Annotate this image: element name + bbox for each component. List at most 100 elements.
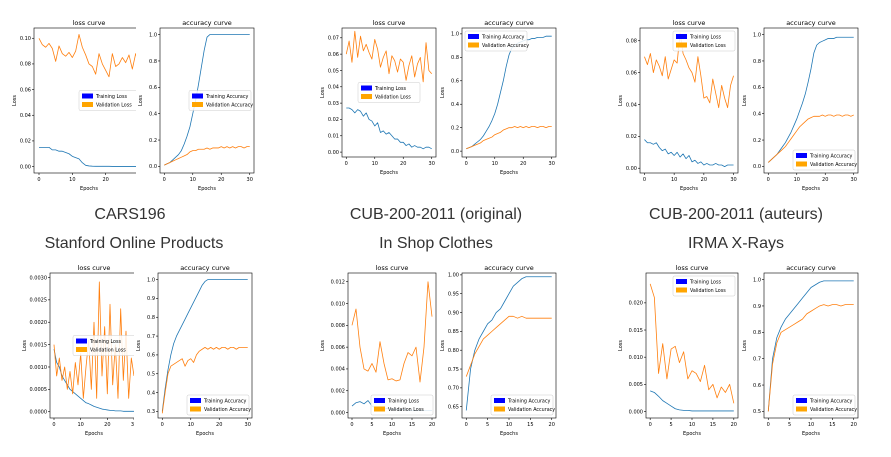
- y-axis-label: Loss: [136, 340, 142, 351]
- x-tick-label: 0: [643, 177, 646, 183]
- chart-title: accuracy curve: [182, 19, 232, 27]
- y-tick-label: 0.75: [448, 367, 459, 373]
- y-tick-label: 0.06: [20, 87, 31, 93]
- y-tick-label: 0.08: [20, 62, 31, 68]
- legend-swatch: [76, 347, 87, 352]
- legend-swatch: [192, 93, 203, 99]
- series-line-validation: [161, 346, 248, 414]
- y-axis-label: Loss: [742, 340, 748, 351]
- sop-accuracy-chart: accuracy curve 0.3 0.4 0.5 0.6 0.7 0.8 0.9 1.0 0 1…: [134, 262, 256, 440]
- x-tick-label: 20: [102, 177, 108, 183]
- x-tick-label: 30: [429, 161, 435, 167]
- y-tick-label: 0.80: [448, 348, 459, 354]
- y-tick-label: 0.05: [328, 68, 339, 74]
- y-axis-label: Loss: [22, 340, 28, 351]
- legend-label: Training Accuracy: [809, 153, 853, 159]
- legend: Training Accuracy Validation Accuracy: [186, 394, 251, 416]
- y-tick-label: 0.06: [626, 70, 637, 76]
- y-tick-label: 1.0: [451, 32, 459, 38]
- y-tick-label: 0.6: [753, 383, 761, 389]
- y-tick-label: 0.010: [331, 301, 345, 307]
- x-tick-label: 10: [389, 422, 395, 428]
- series-line-training: [346, 107, 432, 150]
- x-axis-label: Epochs: [85, 431, 103, 437]
- series-line-training: [767, 36, 854, 163]
- x-axis-label: Epochs: [500, 170, 518, 176]
- legend-swatch: [676, 287, 687, 293]
- y-tick-label: 0.008: [331, 323, 345, 329]
- y-axis-label: Loss: [618, 95, 624, 106]
- y-tick-label: 0.0000: [30, 410, 48, 416]
- x-axis-label: Epochs: [802, 431, 820, 437]
- y-tick-label: 0.3: [147, 409, 155, 415]
- legend: Training Accuracy Validation Accuracy: [464, 30, 529, 52]
- legend-swatch: [676, 34, 687, 39]
- x-tick-label: 30: [851, 177, 857, 183]
- x-tick-label: 20: [216, 422, 222, 428]
- x-axis-label: Epochs: [802, 186, 820, 192]
- y-axis-label: Loss: [618, 340, 624, 351]
- legend-swatch: [76, 338, 87, 344]
- x-tick-label: 30: [247, 177, 253, 183]
- y-tick-label: 0.00: [626, 166, 637, 172]
- plot-frame: [645, 272, 739, 419]
- legend-label: Validation Loss: [388, 407, 424, 413]
- series-line-training: [466, 35, 552, 150]
- y-tick-label: 0.010: [629, 355, 643, 361]
- y-axis-label: Loss: [320, 340, 326, 351]
- x-axis-label: Epochs: [380, 170, 398, 176]
- legend-label: Training Accuracy: [205, 94, 249, 100]
- plot-frame: [341, 27, 437, 158]
- series-line-training: [644, 139, 734, 168]
- x-tick-label: 5: [669, 422, 672, 428]
- legend-label: Validation Accuracy: [482, 43, 529, 49]
- x-tick-label: 15: [409, 422, 415, 428]
- cars196-loss-chart: loss curve0.000.020.040.060.080.10010203…: [10, 17, 148, 195]
- y-tick-label: 0.10: [20, 36, 31, 42]
- y-tick-label: 0.6: [753, 85, 761, 91]
- y-tick-label: 0.8: [451, 55, 459, 61]
- y-tick-label: 0.5: [753, 409, 761, 415]
- series-line-training: [767, 280, 854, 412]
- x-axis-label: Epochs: [500, 431, 518, 437]
- x-tick-label: 5: [788, 422, 791, 428]
- y-tick-label: 0.4: [753, 111, 761, 117]
- plot-frame: [763, 27, 859, 174]
- y-tick-label: 0.005: [629, 382, 643, 388]
- y-tick-label: 0.004: [331, 367, 345, 373]
- legend: Training Loss Validation Loss: [78, 90, 142, 111]
- x-tick-label: 20: [104, 422, 110, 428]
- y-tick-label: 1.0: [753, 32, 761, 38]
- x-tick-label: 15: [710, 422, 716, 428]
- legend-swatch: [676, 279, 687, 284]
- x-tick-label: 10: [689, 422, 695, 428]
- y-tick-label: 0.6: [149, 85, 157, 91]
- y-axis-label: Loss: [320, 87, 326, 98]
- y-tick-label: 0.9: [147, 296, 155, 302]
- plot-frame: [461, 27, 557, 158]
- x-axis-label: Epochs: [383, 431, 401, 437]
- y-axis-label: Loss: [12, 95, 18, 106]
- y-tick-label: 0.08: [626, 39, 637, 45]
- x-tick-label: 0: [350, 422, 353, 428]
- y-tick-label: 0.90: [448, 310, 459, 316]
- legend-box: [672, 30, 736, 52]
- series-line-training: [161, 279, 248, 412]
- series-line-validation: [38, 34, 140, 78]
- legend-box: [188, 90, 252, 111]
- irma-accuracy-chart: accuracy curve 0.5 0.6 0.7 0.8 0.9 1.0 0 5 10 15 20…: [740, 262, 862, 440]
- y-tick-label: 0.7: [753, 356, 761, 362]
- series-line-training: [650, 390, 734, 412]
- x-tick-label: 10: [506, 422, 512, 428]
- x-tick-label: 0: [767, 177, 770, 183]
- x-tick-label: 30: [730, 177, 736, 183]
- legend: Training Accuracy Validation Accuracy: [792, 394, 857, 416]
- plot-frame: [639, 27, 739, 174]
- dataset-label-cub-original: CUB-200-2011 (original): [349, 206, 523, 223]
- y-tick-label: 0.012: [331, 280, 345, 286]
- chart-title: accuracy curve: [786, 264, 836, 272]
- series-line-validation: [164, 146, 250, 166]
- y-tick-label: 1.00: [448, 273, 459, 279]
- series-line-training: [39, 146, 139, 167]
- legend-label: Validation Accuracy: [810, 162, 857, 168]
